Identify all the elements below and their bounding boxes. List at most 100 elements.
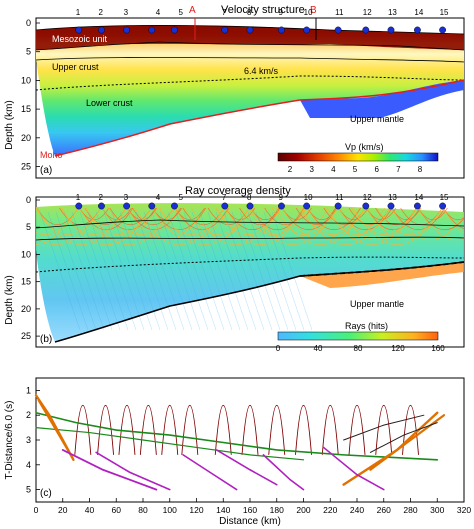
station-marker	[171, 202, 178, 210]
depth-tick-label: 20	[21, 304, 31, 314]
station-marker	[362, 26, 370, 34]
station-label: 10	[304, 8, 313, 17]
station-label: 3	[124, 8, 129, 17]
profile-mark-a: A	[189, 5, 196, 16]
travel-time-arc	[118, 404, 136, 455]
travel-time-branch	[369, 414, 446, 471]
station-label: 12	[363, 193, 372, 202]
ray-path	[216, 206, 307, 245]
colorbar-a-title: Vp (km/s)	[345, 142, 384, 152]
depth-tick-label: 15	[21, 277, 31, 287]
label-upper-mantle-b: Upper mantle	[350, 299, 404, 309]
travel-time-arc	[214, 404, 232, 455]
travel-time-branch	[35, 427, 305, 461]
panel-b-title: Ray coverage density	[185, 185, 291, 197]
time-tick-label: 4	[26, 460, 31, 470]
ray-hatch	[247, 211, 289, 331]
travel-time-branch	[369, 422, 438, 453]
station-marker	[414, 26, 421, 34]
travel-time-arc	[74, 404, 92, 455]
station-marker	[246, 202, 254, 210]
panel-a-tag: (a)	[40, 165, 52, 176]
depth-tick-label: 10	[21, 249, 31, 259]
ray-hatch	[239, 211, 281, 331]
distance-tick-label: 0	[34, 505, 39, 515]
travel-time-branch	[182, 454, 238, 491]
travel-time-curves	[34, 394, 446, 491]
distance-tick-label: 300	[430, 505, 444, 515]
station-marker	[414, 202, 421, 210]
station-marker	[98, 202, 105, 210]
ray-hatch	[71, 211, 113, 331]
travel-time-arc	[268, 404, 286, 455]
stations-b: 1 2 3 4 5 7 8 9 10 11 12 13 14 15	[75, 193, 449, 210]
distance-tick-label: 200	[296, 505, 310, 515]
station-marker	[148, 202, 156, 210]
station-label: 8	[247, 193, 252, 202]
panel-c: (c) 1 2 3 4 5 0 20 40 60 80 100 120 140 160 180 200 220…	[26, 377, 471, 515]
ray-paths	[36, 206, 464, 331]
distance-tick-label: 60	[112, 505, 122, 515]
colorbar-tick-label: 0	[276, 344, 281, 353]
ray-hatch	[183, 211, 225, 331]
colorbar-tick-label: 160	[431, 344, 445, 353]
ray-hatch	[255, 211, 297, 331]
travel-time-branch	[37, 399, 72, 456]
label-lower-crust: Lower crust	[86, 98, 133, 108]
colorbar-tick-label: 80	[354, 344, 363, 353]
travel-time-branch	[322, 446, 385, 491]
colorbar-tick-label: 120	[391, 344, 405, 353]
colorbar-tick-label: 4	[331, 165, 336, 174]
station-label: 4	[156, 8, 161, 17]
depth-tick-label: 5	[26, 222, 31, 232]
station-label: 10	[304, 193, 313, 202]
ray-hatch	[199, 211, 241, 331]
travel-time-arc	[139, 404, 157, 455]
colorbar-b	[277, 331, 439, 341]
ray-hatch	[159, 211, 201, 331]
depth-tick-label: 5	[26, 47, 31, 57]
depth-axis-label-a: Depth (km)	[4, 100, 15, 149]
panel-b: Ray coverage density Upper mantle (b) Ra…	[21, 185, 465, 353]
ray-hatch	[271, 211, 313, 331]
travel-time-arc	[241, 404, 259, 455]
colorbar-b-title: Rays (hits)	[345, 321, 388, 331]
colorbar-a	[277, 152, 439, 162]
ray-isoline	[36, 256, 464, 273]
ray-hatch	[263, 211, 305, 331]
station-label: 3	[124, 193, 129, 202]
station-marker	[387, 26, 395, 34]
travel-time-arc	[375, 404, 393, 455]
ray-path	[36, 206, 102, 245]
distance-tick-label: 140	[216, 505, 230, 515]
travel-time-branch	[343, 414, 425, 441]
ray-hatch	[191, 211, 233, 331]
label-isoline: 6.4 km/s	[244, 66, 279, 76]
colorbar-tick-label: 3	[309, 165, 314, 174]
ray-path	[442, 206, 464, 234]
depth-tick-label: 0	[26, 18, 31, 28]
depth-axis-b: 0 5 10 15 20 25	[21, 195, 40, 341]
station-label: 12	[363, 8, 372, 17]
colorbar-b-ticks: 0 40 80 120 160	[276, 344, 445, 353]
station-label: 7	[222, 193, 227, 202]
ray-hatch	[127, 211, 169, 331]
mantle-hits-patch	[300, 262, 464, 288]
station-marker	[75, 26, 83, 34]
ray-interface-2	[36, 236, 464, 241]
distance-tick-label: 280	[403, 505, 417, 515]
ray-path	[352, 206, 443, 245]
ray-hatch	[63, 211, 105, 331]
time-tick-label: 1	[26, 385, 31, 395]
depth-tick-label: 0	[26, 195, 31, 205]
distance-axis-label: Distance (km)	[219, 516, 281, 527]
station-marker	[278, 202, 285, 210]
station-marker	[123, 202, 131, 210]
ray-hatch	[95, 211, 137, 331]
ray-path	[84, 206, 175, 245]
ray-hatch	[103, 211, 145, 331]
distance-tick-label: 40	[85, 505, 95, 515]
ray-hatch	[119, 211, 161, 331]
distance-tick-label: 20	[58, 505, 68, 515]
